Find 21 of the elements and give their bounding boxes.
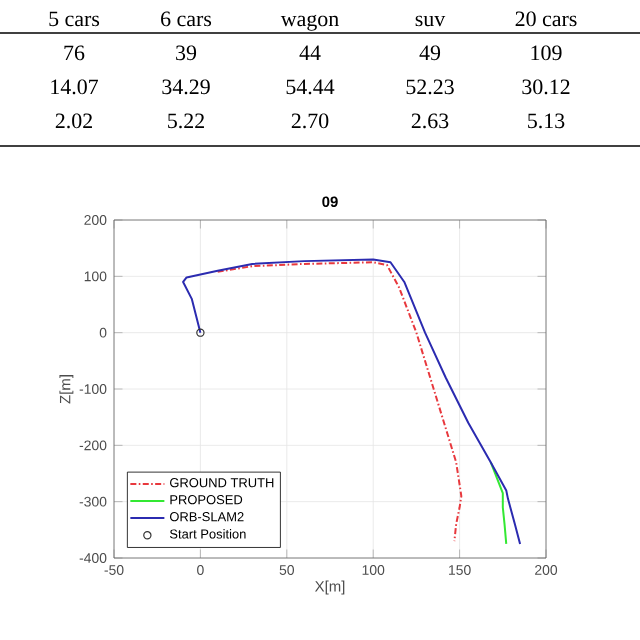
text: 5 cars bbox=[49, 11, 100, 27]
text: suv bbox=[415, 15, 446, 27]
text: 76 bbox=[64, 45, 85, 61]
text: 2.70 bbox=[291, 113, 329, 129]
text: 30.12 bbox=[522, 79, 570, 95]
text: 5.22 bbox=[168, 113, 204, 129]
text: 34.29 bbox=[162, 79, 210, 95]
line-series bbox=[489, 461, 508, 545]
text: 44 bbox=[299, 45, 321, 60]
text: 52.23 bbox=[406, 79, 454, 95]
text: 5.13 bbox=[528, 113, 565, 129]
text: 49 bbox=[419, 45, 441, 61]
text: 39 bbox=[176, 45, 197, 61]
text: 20 cars bbox=[515, 11, 577, 27]
text: 109 bbox=[531, 45, 562, 61]
text: 54.44 bbox=[286, 79, 335, 95]
text: 14.07 bbox=[51, 79, 99, 95]
text: wagon bbox=[280, 14, 339, 31]
text: 2.63 bbox=[411, 113, 449, 129]
text: 6 cars bbox=[161, 11, 212, 27]
text: 2.02 bbox=[55, 113, 92, 129]
